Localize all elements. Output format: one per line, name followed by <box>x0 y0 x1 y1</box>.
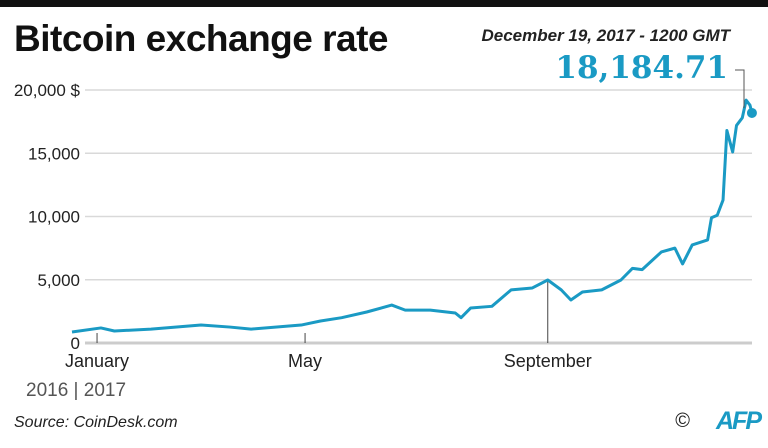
y-tick-label: 0 <box>71 334 80 353</box>
copyright-icon: © <box>675 410 690 432</box>
x-tick-label: September <box>504 351 592 371</box>
afp-logo: AFP <box>716 407 762 435</box>
x-tick-label: May <box>288 351 322 371</box>
y-tick-label: 10,000 <box>28 208 80 227</box>
y-tick-label: 15,000 <box>28 144 80 163</box>
price-line <box>71 98 754 334</box>
last-value-label: 18,184.71 <box>555 50 728 86</box>
x-tick-label: January <box>65 351 129 371</box>
last-point-marker <box>746 107 757 118</box>
annotation-leader <box>735 69 745 108</box>
y-tick-label: 20,000 $ <box>14 81 81 100</box>
source-label: Source: CoinDesk.com <box>14 414 178 431</box>
chart-title: Bitcoin exchange rate <box>14 18 389 59</box>
y-tick-label: 5,000 <box>37 271 80 290</box>
year-label: 2016 | 2017 <box>26 380 127 401</box>
top-bar <box>0 0 768 7</box>
chart-date: December 19, 2017 - 1200 GMT <box>481 26 730 45</box>
